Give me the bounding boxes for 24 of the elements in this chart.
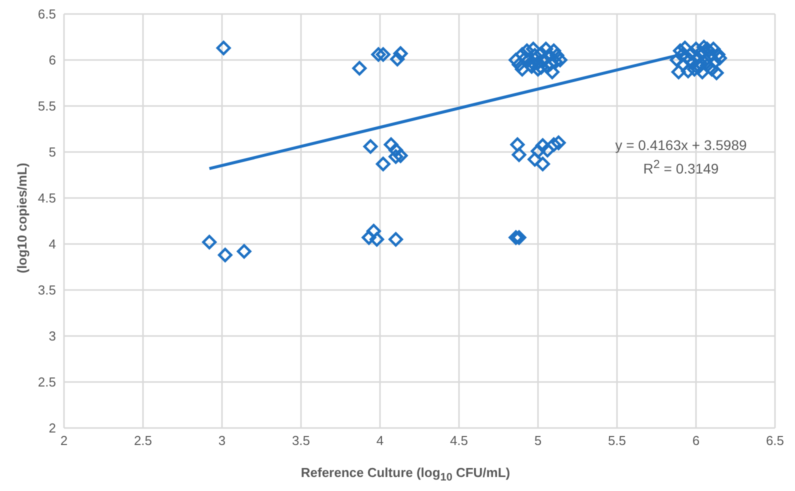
y-tick-label: 6 xyxy=(48,52,56,68)
y-tick-label: 3.5 xyxy=(38,282,56,298)
y-tick-label: 4 xyxy=(48,236,56,252)
y-tick-label: 5 xyxy=(48,144,56,160)
x-tick-label: 2 xyxy=(60,433,68,448)
x-tick-label: 5 xyxy=(534,433,542,448)
y-tick-label: 2 xyxy=(48,420,56,436)
x-tick-label: 2.5 xyxy=(134,433,152,448)
x-tick-label: 3.5 xyxy=(292,433,310,448)
y-tick-label: 5.5 xyxy=(38,98,56,114)
x-tick-label: 6 xyxy=(692,433,700,448)
y-tick-label: 3 xyxy=(48,328,56,344)
y-tick-label: 2.5 xyxy=(38,374,56,390)
y-tick-label: 6.5 xyxy=(38,6,56,22)
annotation: y = 0.4163x + 3.5989 xyxy=(614,136,748,155)
y-axis-title: (log10 copies/mL) xyxy=(14,162,30,274)
x-tick-label: 4 xyxy=(376,433,384,448)
x-tick-label: 6.5 xyxy=(766,433,784,448)
x-tick-label: 3 xyxy=(218,433,226,448)
annotation: R$^{2}$ = 0.3149 xyxy=(642,157,720,179)
x-tick-label: 5.5 xyxy=(608,433,626,448)
y-tick-label: 4.5 xyxy=(38,190,56,206)
x-tick-label: 4.5 xyxy=(450,433,468,448)
x-axis-title: Reference Culture (log$_{10}$ CFU/mL) xyxy=(300,465,512,484)
